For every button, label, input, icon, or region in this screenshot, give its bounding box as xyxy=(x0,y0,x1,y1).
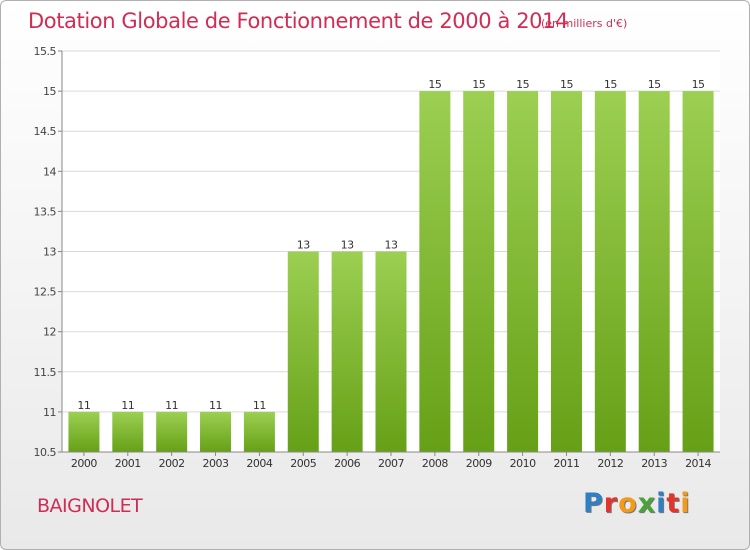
data-label: 15 xyxy=(428,78,441,91)
x-tick-label: 2002 xyxy=(159,457,185,470)
data-label: 15 xyxy=(604,78,617,91)
x-tick-label: 2000 xyxy=(71,457,97,470)
bar-2002 xyxy=(156,411,188,452)
bar-2013 xyxy=(638,91,670,452)
y-tick-label: 12 xyxy=(43,326,56,339)
y-tick-label: 10.5 xyxy=(34,446,57,459)
y-tick-label: 15.5 xyxy=(34,45,57,58)
bar-2011 xyxy=(550,91,582,452)
data-label: 13 xyxy=(297,239,310,252)
bar-2010 xyxy=(507,91,539,452)
logo-letter: i xyxy=(656,488,667,519)
bar-2000 xyxy=(68,411,100,452)
x-tick-label: 2011 xyxy=(553,457,579,470)
bar-2007 xyxy=(375,251,407,452)
data-label: 15 xyxy=(560,78,573,91)
logo-letter: r xyxy=(603,488,619,519)
bar-2006 xyxy=(331,251,363,452)
unit-note: (en milliers d'€) xyxy=(541,17,628,30)
y-tick-label: 14.5 xyxy=(34,125,57,138)
x-tick-label: 2014 xyxy=(685,457,711,470)
x-tick-label: 2012 xyxy=(597,457,623,470)
data-label: 11 xyxy=(253,399,266,412)
data-label: 11 xyxy=(77,399,90,412)
x-tick-label: 2013 xyxy=(641,457,667,470)
data-label: 13 xyxy=(341,239,354,252)
bar-2012 xyxy=(594,91,626,452)
x-tick-label: 2006 xyxy=(334,457,360,470)
y-tick-label: 13 xyxy=(43,246,56,259)
commune-name: BAIGNOLET xyxy=(37,495,143,517)
data-label: 15 xyxy=(472,78,485,91)
logo-letter: x xyxy=(637,488,657,519)
bar-2003 xyxy=(200,411,232,452)
logo-letter: i xyxy=(680,488,691,519)
x-tick-label: 2007 xyxy=(378,457,404,470)
x-tick-label: 2009 xyxy=(466,457,492,470)
y-tick-label: 11 xyxy=(43,406,56,419)
data-label: 15 xyxy=(516,78,529,91)
y-tick-label: 15 xyxy=(43,85,56,98)
y-tick-label: 11.5 xyxy=(34,366,57,379)
bar-2009 xyxy=(463,91,495,452)
x-tick-label: 2001 xyxy=(115,457,141,470)
bar-2008 xyxy=(419,91,451,452)
data-label: 11 xyxy=(209,399,222,412)
y-tick-label: 13.5 xyxy=(34,205,57,218)
data-label: 15 xyxy=(648,78,661,91)
y-tick-label: 12.5 xyxy=(34,286,57,299)
proxiti-logo: Proxiti xyxy=(583,488,691,522)
data-label: 11 xyxy=(121,399,134,412)
logo-letter: o xyxy=(618,488,638,519)
x-tick-label: 2010 xyxy=(510,457,536,470)
bar-2014 xyxy=(682,91,714,452)
logo-letter: P xyxy=(583,488,604,519)
bar-2001 xyxy=(112,411,144,452)
x-tick-label: 2003 xyxy=(203,457,229,470)
x-tick-label: 2008 xyxy=(422,457,448,470)
data-label: 13 xyxy=(385,239,398,252)
x-tick-label: 2004 xyxy=(246,457,272,470)
y-tick-label: 14 xyxy=(43,165,56,178)
chart-title: Dotation Globale de Fonctionnement de 20… xyxy=(28,9,569,33)
logo-letter: t xyxy=(666,488,681,519)
data-label: 11 xyxy=(165,399,178,412)
bar-2004 xyxy=(243,411,275,452)
data-label: 15 xyxy=(692,78,705,91)
bar-2005 xyxy=(287,251,319,452)
x-tick-label: 2005 xyxy=(290,457,316,470)
